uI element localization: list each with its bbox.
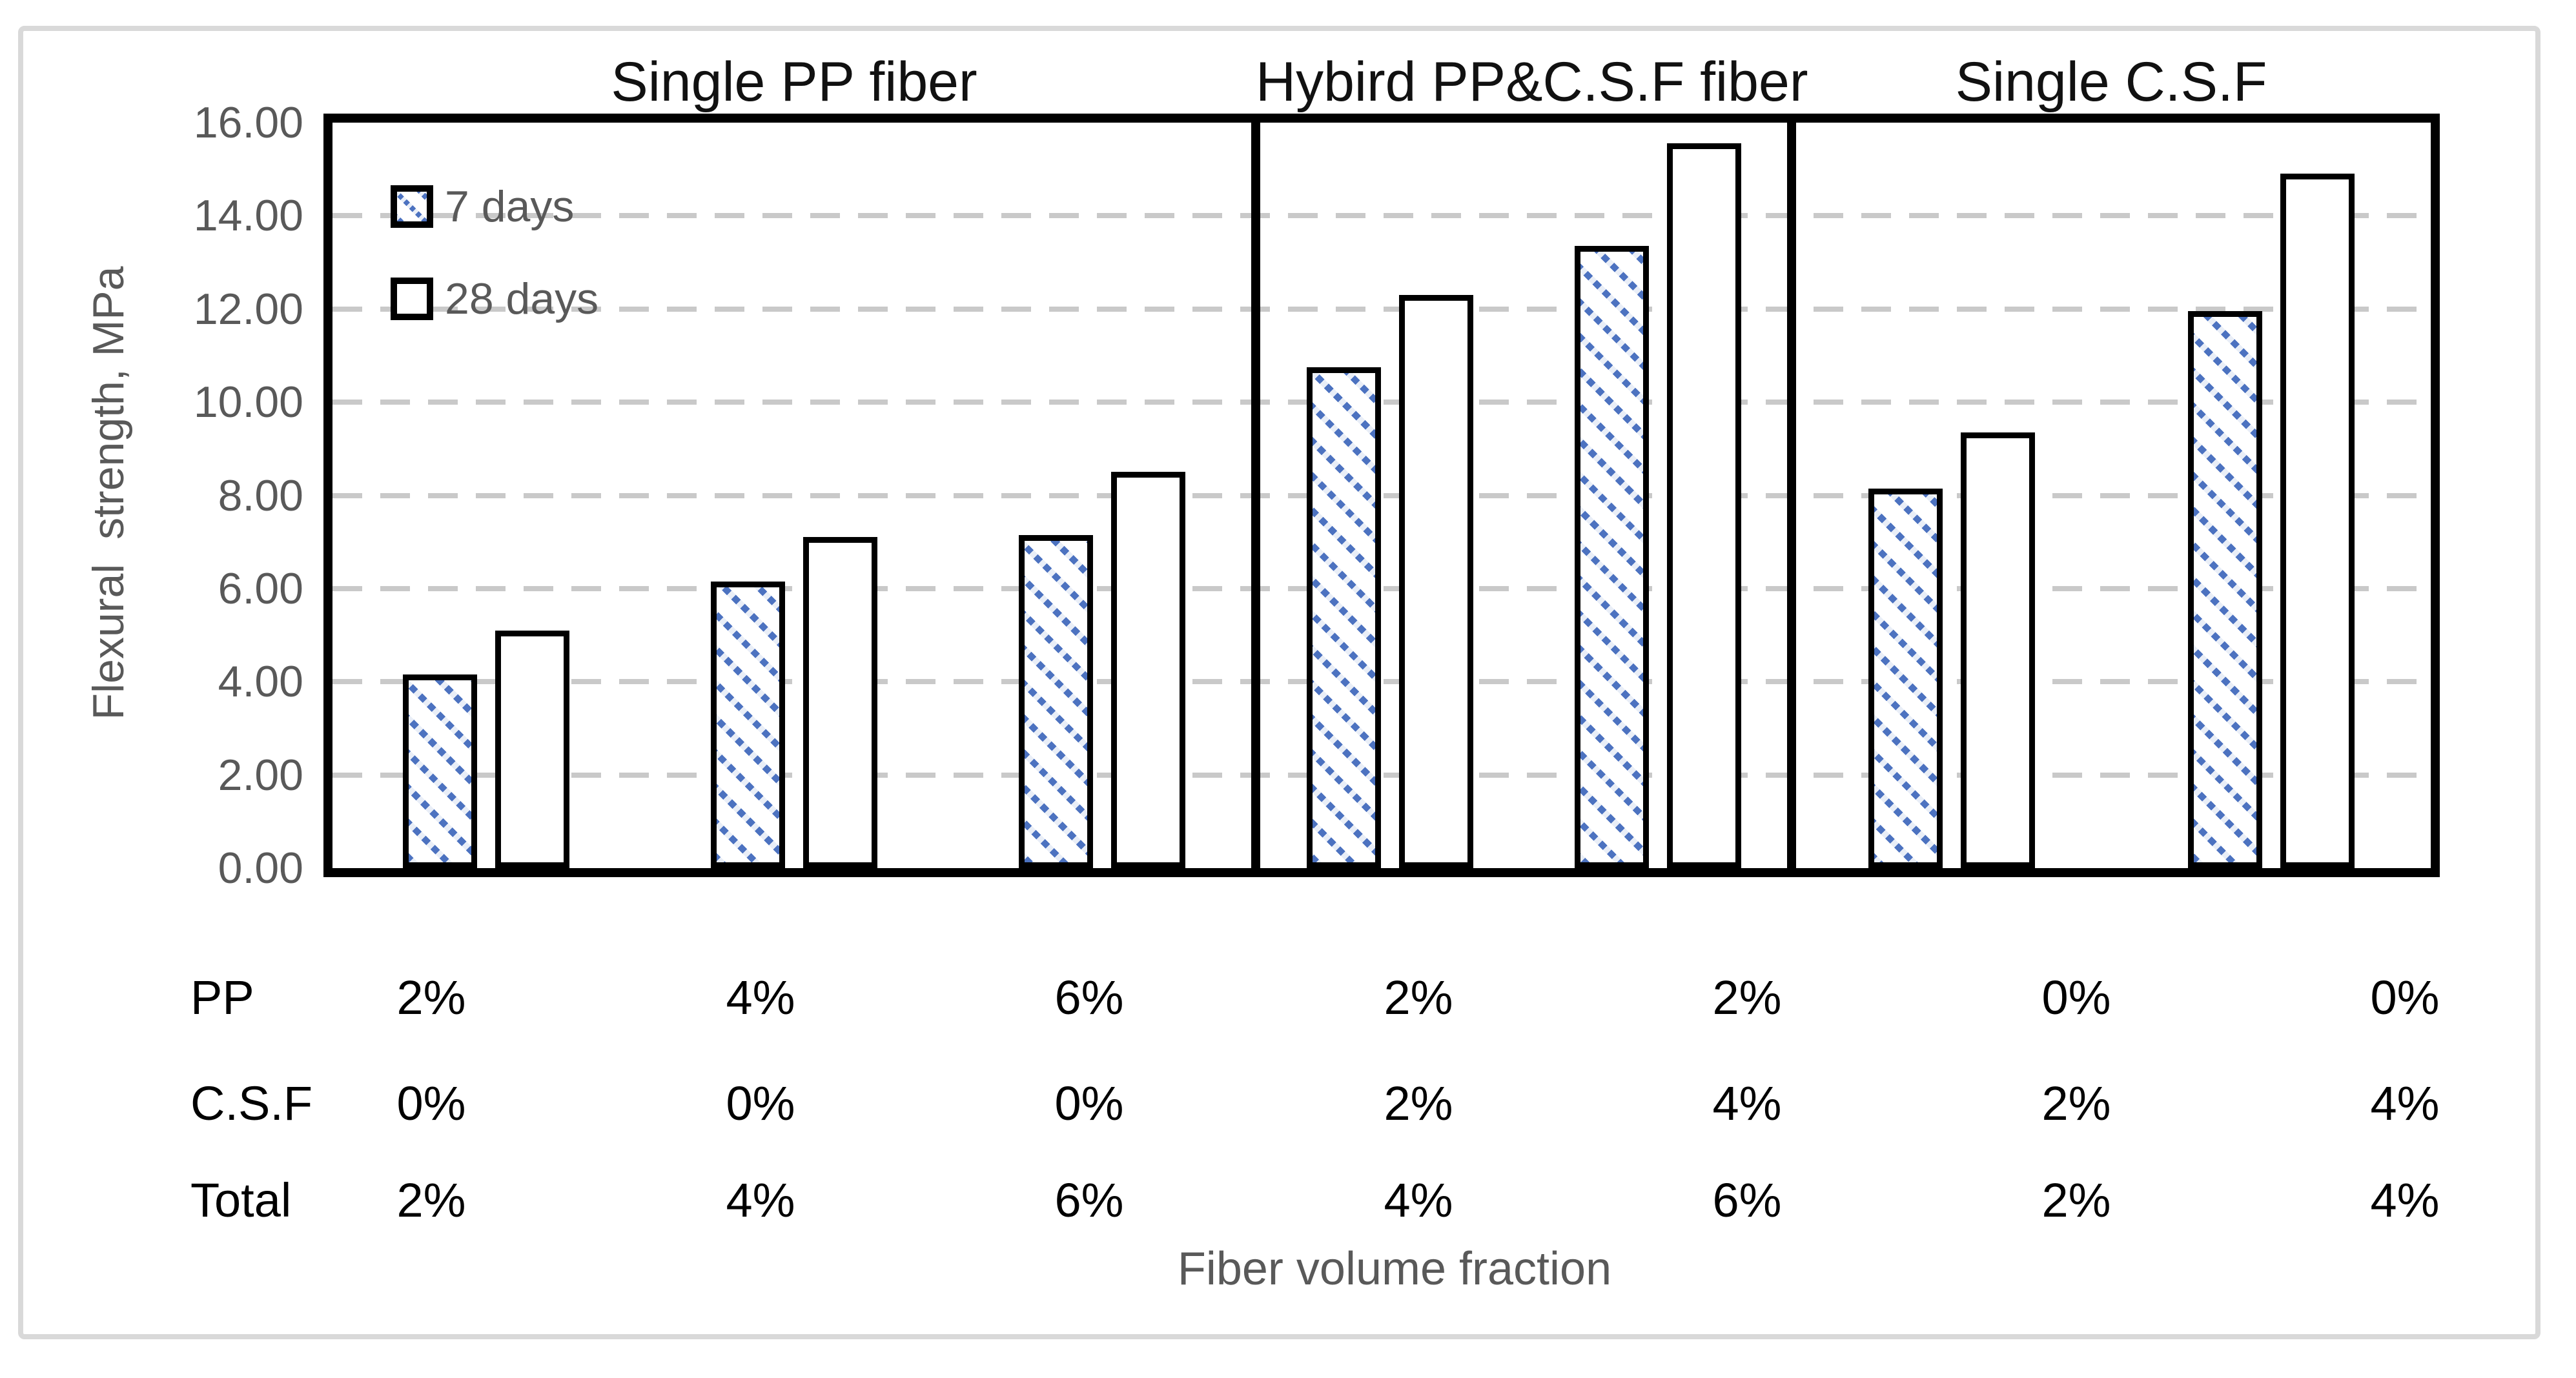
y-tick-label: 2.00 xyxy=(218,750,303,800)
y-tick-label: 16.00 xyxy=(193,98,303,147)
panel-title-2: Hybird PP&C.S.F fiber xyxy=(1256,51,1808,113)
table-cell: 0% xyxy=(396,1077,466,1130)
bar-7days xyxy=(1868,489,1943,868)
y-tick-label: 14.00 xyxy=(193,191,303,241)
table-cell: 4% xyxy=(1384,1173,1453,1227)
bar-7days xyxy=(403,674,477,868)
y-tick-label: 6.00 xyxy=(218,563,303,613)
legend-label-28days: 28 days xyxy=(445,274,599,323)
y-tick-label: 0.00 xyxy=(218,844,303,893)
y-tick-label: 12.00 xyxy=(193,284,303,334)
table-cell: 2% xyxy=(2041,1077,2111,1130)
table-row-label-total: Total xyxy=(190,1173,292,1227)
gridline-10 xyxy=(332,400,2431,405)
legend-item-28days: 28 days xyxy=(391,272,598,326)
gridline-2 xyxy=(332,772,2431,778)
table-row-label-pp: PP xyxy=(190,971,254,1024)
gridline-4 xyxy=(332,679,2431,685)
table-cell: 2% xyxy=(396,1173,466,1227)
table-cell: 2% xyxy=(396,971,466,1024)
bar-28days xyxy=(495,631,569,868)
bar-7days xyxy=(1307,367,1381,868)
x-axis-title: Fiber volume fraction xyxy=(1177,1243,1612,1295)
panel-title-1: Single PP fiber xyxy=(611,51,977,113)
bar-28days xyxy=(1399,295,1473,868)
bar-28days xyxy=(803,537,877,868)
table-cell: 4% xyxy=(726,1173,795,1227)
gridline-6 xyxy=(332,585,2431,591)
gridline-12 xyxy=(332,306,2431,312)
table-cell: 4% xyxy=(1712,1077,1782,1130)
table-cell: 2% xyxy=(1712,971,1782,1024)
table-cell: 2% xyxy=(1384,1077,1453,1130)
table-cell: 4% xyxy=(726,971,795,1024)
table-cell: 4% xyxy=(2370,1173,2440,1227)
table-cell: 2% xyxy=(2041,1173,2111,1227)
table-cell: 0% xyxy=(726,1077,795,1130)
table-cell: 6% xyxy=(1054,971,1124,1024)
y-tick-label: 4.00 xyxy=(218,657,303,707)
legend-swatch-7days-hatched-icon xyxy=(391,185,433,228)
table-cell: 0% xyxy=(1054,1077,1124,1130)
bar-7days xyxy=(1575,246,1649,868)
panel-title-3: Single C.S.F xyxy=(1955,51,2267,113)
bar-7days xyxy=(711,582,785,868)
bar-7days xyxy=(1019,535,1093,868)
table-cell: 6% xyxy=(1712,1173,1782,1227)
y-tick-label: 10.00 xyxy=(193,378,303,427)
table-cell: 4% xyxy=(2370,1077,2440,1130)
legend-label-7days: 7 days xyxy=(445,182,575,231)
table-cell: 0% xyxy=(2041,971,2111,1024)
bar-28days xyxy=(2280,174,2355,868)
table-cell: 2% xyxy=(1384,971,1453,1024)
legend-swatch-28days-white-icon xyxy=(391,278,433,320)
table-cell: 6% xyxy=(1054,1173,1124,1227)
bar-7days xyxy=(2188,311,2262,868)
table-row-label-csf: C.S.F xyxy=(190,1077,313,1130)
panel-divider xyxy=(1787,123,1796,868)
bar-28days xyxy=(1111,472,1185,868)
bar-28days xyxy=(1667,143,1741,868)
bar-28days xyxy=(1961,432,2035,868)
gridline-14 xyxy=(332,213,2431,219)
panel-divider xyxy=(1251,123,1260,868)
legend-item-7days: 7 days xyxy=(391,179,574,234)
table-cell: 0% xyxy=(2370,971,2440,1024)
y-tick-label: 8.00 xyxy=(218,471,303,520)
gridline-8 xyxy=(332,492,2431,498)
